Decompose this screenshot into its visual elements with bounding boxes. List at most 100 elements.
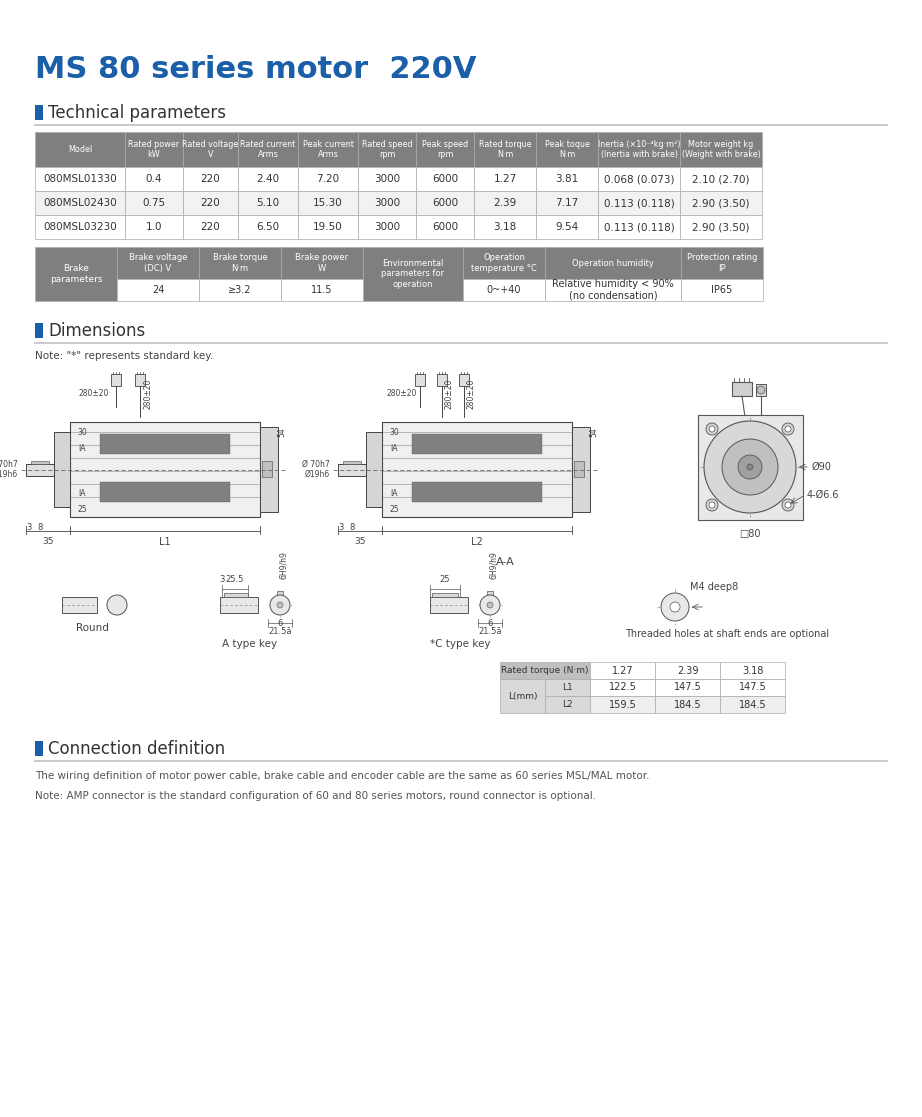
Bar	[536, 191, 598, 214]
Text: 2.90 (3.50): 2.90 (3.50)	[692, 222, 750, 232]
Circle shape	[661, 593, 689, 621]
Text: 54: 54	[278, 427, 287, 437]
Bar	[54, 432, 70, 507]
Circle shape	[706, 423, 718, 435]
Text: 1.27: 1.27	[493, 174, 516, 184]
Bar	[358, 132, 416, 168]
Bar	[117, 279, 199, 300]
Text: IP65: IP65	[712, 285, 733, 295]
Bar	[26, 464, 54, 476]
Bar	[655, 679, 720, 696]
Circle shape	[747, 464, 753, 470]
Text: 8: 8	[349, 523, 355, 532]
Text: 25: 25	[77, 505, 87, 514]
Text: 3.18: 3.18	[493, 222, 516, 232]
Bar	[680, 214, 762, 239]
Text: 2.39: 2.39	[677, 666, 698, 676]
Text: 280±20: 280±20	[466, 379, 475, 409]
Text: Environmental
parameters for
operation: Environmental parameters for operation	[382, 259, 444, 289]
Text: 2.40: 2.40	[256, 174, 279, 184]
Text: 280±20: 280±20	[143, 379, 152, 409]
Text: 7.20: 7.20	[316, 174, 339, 184]
Bar	[680, 168, 762, 191]
Text: lA: lA	[390, 489, 397, 498]
Bar	[655, 662, 720, 679]
Text: 7.17: 7.17	[555, 198, 579, 208]
Text: Rated speed
rpm: Rated speed rpm	[361, 140, 412, 160]
Text: 220: 220	[201, 174, 220, 184]
Bar	[358, 168, 416, 191]
Text: 15.30: 15.30	[313, 198, 343, 208]
Text: Brake power
W: Brake power W	[295, 254, 349, 273]
Bar	[474, 168, 536, 191]
Bar	[382, 422, 572, 517]
Text: 5.10: 5.10	[256, 198, 279, 208]
Bar	[681, 247, 763, 279]
Text: L2: L2	[562, 700, 573, 709]
Bar	[35, 132, 125, 168]
Text: L1: L1	[160, 537, 171, 547]
Bar	[111, 374, 121, 386]
Circle shape	[782, 499, 794, 510]
Bar	[459, 374, 469, 386]
Circle shape	[785, 502, 791, 508]
Text: 6000: 6000	[431, 222, 458, 232]
Text: 4-Ø6.6: 4-Ø6.6	[807, 490, 840, 500]
Text: 30: 30	[77, 428, 87, 437]
Circle shape	[706, 499, 718, 510]
Text: M4 deep8: M4 deep8	[690, 582, 739, 592]
Bar	[277, 591, 283, 595]
Text: Rated voltage
V: Rated voltage V	[183, 140, 239, 160]
Circle shape	[757, 386, 765, 394]
Bar	[416, 168, 474, 191]
Bar	[536, 132, 598, 168]
Text: Ø 70h7
Ø19h6: Ø 70h7 Ø19h6	[0, 460, 18, 479]
Text: 184.5: 184.5	[739, 699, 766, 709]
Bar	[35, 323, 43, 338]
Bar	[698, 416, 803, 521]
Circle shape	[709, 502, 715, 508]
Text: Protection rating
IP: Protection rating IP	[687, 254, 757, 273]
Bar	[500, 662, 590, 679]
Bar	[545, 679, 590, 696]
Text: 24: 24	[152, 285, 164, 295]
Text: MS 80 series motor  220V: MS 80 series motor 220V	[35, 55, 477, 84]
Bar	[590, 662, 655, 679]
Bar	[35, 191, 125, 214]
Text: Inertia (×10⁻⁴kg·m²)
(Inertia with brake): Inertia (×10⁻⁴kg·m²) (Inertia with brake…	[597, 140, 680, 160]
Bar	[298, 214, 358, 239]
Text: *C type key: *C type key	[430, 639, 491, 649]
Bar	[487, 591, 493, 595]
Text: 080MSL02430: 080MSL02430	[43, 198, 117, 208]
Text: Rated current
Arms: Rated current Arms	[241, 140, 296, 160]
Bar	[545, 279, 681, 300]
Bar	[430, 596, 468, 613]
Text: 1.27: 1.27	[611, 666, 633, 676]
Text: 25: 25	[440, 575, 450, 584]
Bar	[31, 460, 49, 464]
Bar	[412, 435, 542, 454]
Text: Dimensions: Dimensions	[48, 322, 146, 340]
Bar	[756, 384, 766, 397]
Bar	[35, 214, 125, 239]
Bar	[298, 132, 358, 168]
Text: Peak toque
N·m: Peak toque N·m	[545, 140, 589, 160]
Circle shape	[704, 421, 796, 513]
Bar	[474, 214, 536, 239]
Bar	[536, 214, 598, 239]
Bar	[70, 422, 260, 517]
Text: Peak speed
rpm: Peak speed rpm	[422, 140, 468, 160]
Bar	[183, 132, 238, 168]
Text: 6: 6	[488, 619, 492, 628]
Text: 0.113 (0.118): 0.113 (0.118)	[604, 222, 674, 232]
Text: A type key: A type key	[222, 639, 278, 649]
Text: 21.5ā: 21.5ā	[479, 627, 502, 636]
Bar	[500, 679, 545, 713]
Bar	[598, 168, 680, 191]
Text: lA: lA	[78, 443, 86, 454]
Bar	[598, 191, 680, 214]
Text: A-A: A-A	[496, 557, 514, 567]
Text: Model: Model	[68, 145, 92, 154]
Bar	[62, 596, 97, 613]
Text: Ø90: Ø90	[812, 462, 832, 472]
